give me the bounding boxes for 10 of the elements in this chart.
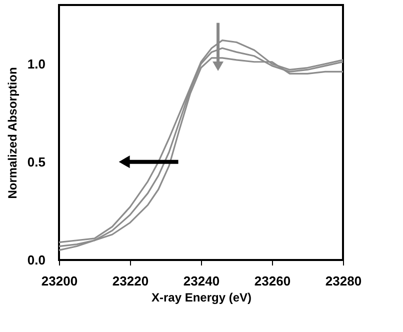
y-tick-label: 0.5: [27, 154, 46, 170]
x-axis-title: X-ray Energy (eV): [151, 290, 252, 304]
y-tick-label: 0.0: [27, 252, 46, 268]
x-tick-label: 23240: [183, 274, 220, 288]
x-tick-label: 23260: [254, 274, 291, 288]
x-tick-label: 23200: [41, 274, 78, 288]
x-tick-label: 23220: [112, 274, 149, 288]
y-axis-title: Normalized Absorption: [5, 67, 20, 199]
y-tick-label: 1.0: [27, 56, 46, 72]
x-tick-label: 23280: [325, 274, 362, 288]
